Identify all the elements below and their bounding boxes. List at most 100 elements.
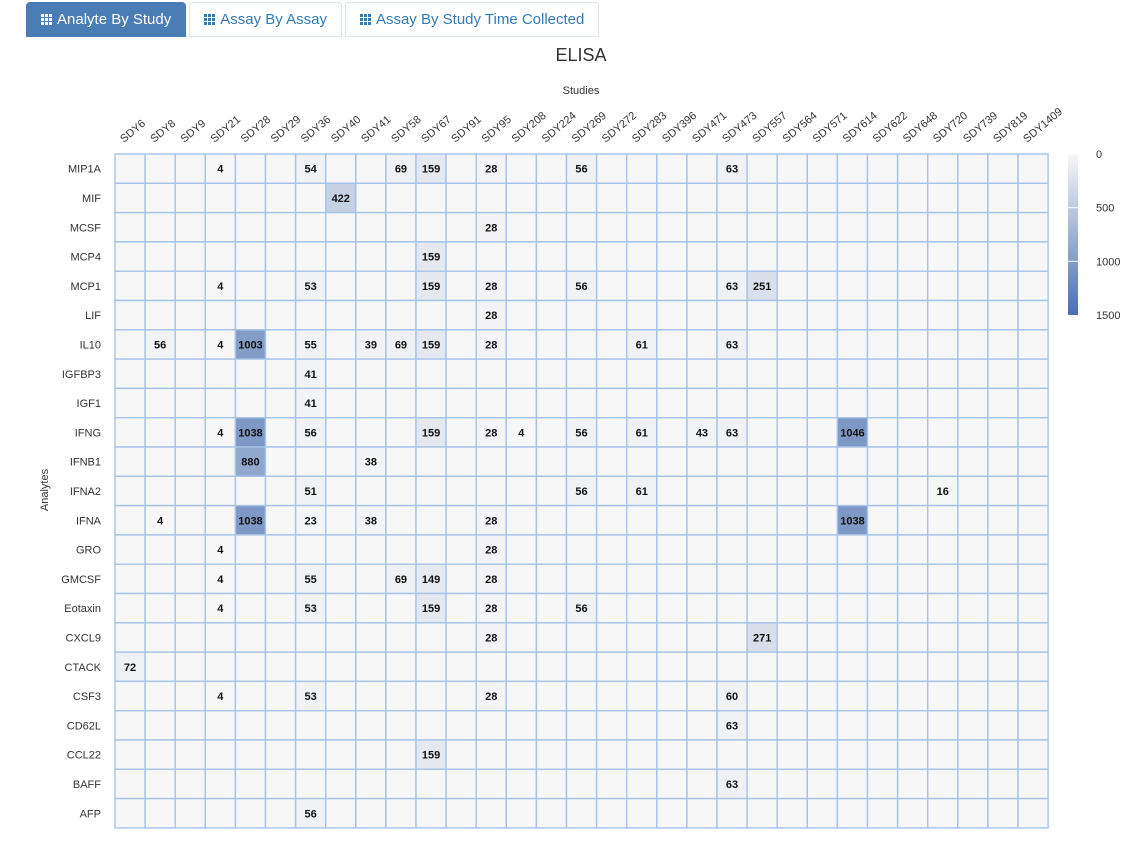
heatmap-cell-csf3-sdy622[interactable] (866, 680, 899, 712)
heatmap-cell-mip1a-sdy208[interactable] (505, 153, 538, 184)
heatmap-cell-ccl22-sdy614[interactable] (836, 739, 869, 770)
heatmap-cell-igf1-sdy29[interactable] (264, 387, 297, 419)
heatmap-cell-igfbp3-sdy473[interactable] (716, 358, 748, 390)
heatmap-cell-ifna-sdy283[interactable] (626, 504, 658, 536)
heatmap-cell-igf1-sdy614[interactable] (836, 387, 869, 419)
heatmap-cell-mif-sdy648[interactable] (896, 182, 929, 214)
heatmap-cell-ifna-sdy473[interactable] (716, 504, 748, 536)
heatmap-cell-mif-sdy21[interactable] (204, 182, 237, 214)
heatmap-cell-ifna2-sdy224[interactable] (535, 475, 568, 507)
heatmap-cell-mcp1-sdy41[interactable] (355, 270, 387, 302)
heatmap-cell-cd62l-sdy95[interactable] (475, 710, 508, 741)
heatmap-cell-cxcl9-sdy28[interactable] (234, 622, 267, 653)
heatmap-cell-ifng-sdy396[interactable] (656, 417, 688, 448)
heatmap-cell-ifna2-sdy67[interactable] (415, 475, 447, 507)
heatmap-cell-cd62l-sdy819[interactable] (987, 710, 1019, 741)
heatmap-cell-ctack-sdy40[interactable] (325, 651, 357, 683)
heatmap-cell-csf3-sdy29[interactable] (264, 680, 297, 712)
heatmap-cell-ccl22-sdy720[interactable] (927, 739, 959, 770)
heatmap-cell-csf3-sdy58[interactable] (385, 680, 417, 712)
heatmap-cell-cxcl9-sdy648[interactable] (896, 622, 929, 653)
heatmap-cell-ctack-sdy208[interactable] (505, 651, 538, 683)
heatmap-cell-mcp4-sdy224[interactable] (535, 241, 568, 272)
heatmap-cell-ctack-sdy36[interactable] (294, 651, 327, 683)
heatmap-cell-igfbp3-sdy28[interactable] (234, 358, 267, 390)
heatmap-cell-mip1a-sdy622[interactable] (866, 153, 899, 184)
heatmap-cell-afp-sdy622[interactable] (866, 797, 899, 829)
heatmap-cell-ifng-sdy819[interactable] (987, 417, 1019, 448)
heatmap-cell-cd62l-sdy40[interactable] (325, 710, 357, 741)
heatmap-cell-ifnb1-sdy269[interactable] (565, 446, 598, 477)
heatmap-cell-lif-sdy720[interactable] (927, 299, 959, 331)
heatmap-cell-cxcl9-sdy40[interactable] (325, 622, 357, 653)
heatmap-cell-afp-sdy41[interactable] (355, 797, 387, 829)
heatmap-cell-ccl22-sdy283[interactable] (626, 739, 658, 770)
heatmap-cell-mif-sdy269[interactable] (565, 182, 598, 214)
heatmap-cell-ccl22-sdy36[interactable] (294, 739, 327, 770)
heatmap-cell-gmcsf-sdy272[interactable] (595, 563, 628, 595)
heatmap-cell-igfbp3-sdy8[interactable] (144, 358, 176, 390)
heatmap-cell-ifng-sdy571[interactable] (806, 417, 839, 448)
heatmap-cell-lif-sdy622[interactable] (866, 299, 899, 331)
heatmap-cell-cd62l-sdy28[interactable] (234, 710, 267, 741)
heatmap-cell-cxcl9-sdy571[interactable] (806, 622, 839, 653)
heatmap-cell-eotaxin-sdy564[interactable] (776, 592, 809, 624)
heatmap-cell-lif-sdy819[interactable] (987, 299, 1019, 331)
heatmap-cell-cxcl9-sdy208[interactable] (505, 622, 538, 653)
heatmap-cell-mcsf-sdy739[interactable] (957, 211, 989, 243)
heatmap-cell-ccl22-sdy58[interactable] (385, 739, 417, 770)
heatmap-cell-il10-sdy396[interactable] (656, 329, 688, 360)
heatmap-cell-ifna2-sdy21[interactable] (204, 475, 237, 507)
heatmap-cell-mif-sdy208[interactable] (505, 182, 538, 214)
heatmap-cell-mcp1-sdy40[interactable] (325, 270, 357, 302)
heatmap-cell-eotaxin-sdy67[interactable] (415, 592, 447, 624)
heatmap-cell-igf1-sdy28[interactable] (234, 387, 267, 419)
heatmap-cell-ifnb1-sdy564[interactable] (776, 446, 809, 477)
heatmap-cell-ccl22-sdy40[interactable] (325, 739, 357, 770)
heatmap-cell-lif-sdy224[interactable] (535, 299, 568, 331)
heatmap-cell-afp-sdy208[interactable] (505, 797, 538, 829)
heatmap-cell-gro-sdy622[interactable] (866, 534, 899, 565)
heatmap-cell-eotaxin-sdy41[interactable] (355, 592, 387, 624)
heatmap-cell-mif-sdy571[interactable] (806, 182, 839, 214)
heatmap-cell-mcp4-sdy6[interactable] (114, 241, 146, 272)
heatmap-cell-lif-sdy1409[interactable] (1017, 299, 1049, 331)
heatmap-cell-csf3-sdy1409[interactable] (1017, 680, 1049, 712)
heatmap-cell-il10-sdy471[interactable] (686, 329, 718, 360)
heatmap-cell-cxcl9-sdy29[interactable] (264, 622, 297, 653)
heatmap-cell-ifna-sdy720[interactable] (927, 504, 959, 536)
heatmap-cell-il10-sdy208[interactable] (505, 329, 538, 360)
heatmap-cell-ccl22-sdy473[interactable] (716, 739, 748, 770)
heatmap-cell-mcsf-sdy819[interactable] (987, 211, 1019, 243)
heatmap-cell-cxcl9-sdy557[interactable] (746, 622, 778, 653)
heatmap-cell-ifna2-sdy396[interactable] (656, 475, 688, 507)
heatmap-cell-mif-sdy1409[interactable] (1017, 182, 1049, 214)
heatmap-cell-csf3-sdy720[interactable] (927, 680, 959, 712)
heatmap-cell-ccl22-sdy67[interactable] (415, 739, 447, 770)
heatmap-cell-igfbp3-sdy396[interactable] (656, 358, 688, 390)
heatmap-cell-afp-sdy58[interactable] (385, 797, 417, 829)
heatmap-cell-ccl22-sdy571[interactable] (806, 739, 839, 770)
heatmap-cell-ctack-sdy21[interactable] (204, 651, 237, 683)
heatmap-cell-afp-sdy95[interactable] (475, 797, 508, 829)
heatmap-cell-gmcsf-sdy8[interactable] (144, 563, 176, 595)
heatmap-cell-lif-sdy471[interactable] (686, 299, 718, 331)
heatmap-cell-ctack-sdy9[interactable] (174, 651, 206, 683)
heatmap-cell-igfbp3-sdy564[interactable] (776, 358, 809, 390)
heatmap-cell-baff-sdy95[interactable] (475, 768, 508, 800)
heatmap-cell-mcp4-sdy557[interactable] (746, 241, 778, 272)
heatmap-cell-ifnb1-sdy208[interactable] (505, 446, 538, 477)
heatmap-cell-mcp4-sdy396[interactable] (656, 241, 688, 272)
heatmap-cell-mcsf-sdy224[interactable] (535, 211, 568, 243)
heatmap-cell-gro-sdy564[interactable] (776, 534, 809, 565)
heatmap-cell-gmcsf-sdy739[interactable] (957, 563, 989, 595)
heatmap-cell-mcp1-sdy571[interactable] (806, 270, 839, 302)
heatmap-cell-mcp4-sdy208[interactable] (505, 241, 538, 272)
heatmap-cell-cd62l-sdy67[interactable] (415, 710, 447, 741)
heatmap-cell-cxcl9-sdy41[interactable] (355, 622, 387, 653)
heatmap-cell-lif-sdy648[interactable] (896, 299, 929, 331)
heatmap-cell-il10-sdy739[interactable] (957, 329, 989, 360)
heatmap-cell-ccl22-sdy208[interactable] (505, 739, 538, 770)
heatmap-cell-mip1a-sdy720[interactable] (927, 153, 959, 184)
heatmap-cell-cxcl9-sdy473[interactable] (716, 622, 748, 653)
